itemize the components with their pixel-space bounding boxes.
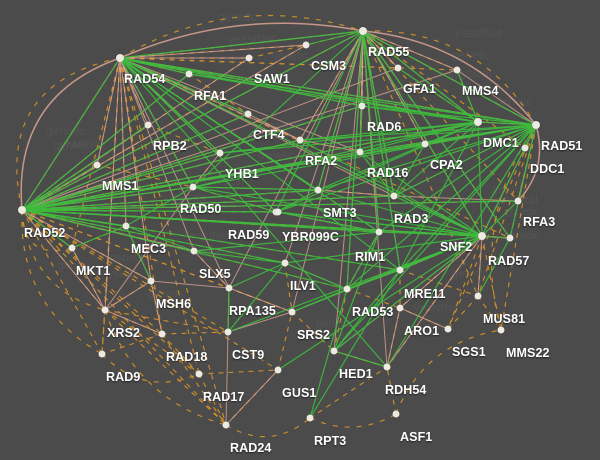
graph-node-aro1[interactable] bbox=[396, 304, 404, 312]
graph-node-snf2[interactable] bbox=[478, 232, 486, 240]
graph-node-rfa3[interactable] bbox=[514, 197, 522, 205]
graph-node-rad6[interactable] bbox=[358, 102, 366, 110]
graph-node-gfa1[interactable] bbox=[394, 64, 402, 72]
graph-node-rad17[interactable] bbox=[195, 370, 203, 378]
graph-node-rdh54[interactable] bbox=[383, 363, 391, 371]
graph-node-rim1[interactable] bbox=[375, 228, 383, 236]
graph-node-rpb2[interactable] bbox=[144, 121, 152, 129]
graph-node-rad57[interactable] bbox=[506, 234, 514, 242]
graph-node-yhb1[interactable] bbox=[216, 149, 224, 157]
graph-node-srs2[interactable] bbox=[288, 308, 296, 316]
graph-node-mkt1[interactable] bbox=[68, 244, 76, 252]
graph-node-ilv1[interactable] bbox=[281, 259, 289, 267]
graph-node-mre11[interactable] bbox=[396, 266, 404, 274]
graph-node-smt3[interactable] bbox=[314, 186, 322, 194]
graph-node-rad53[interactable] bbox=[343, 285, 351, 293]
graph-node-rad24[interactable] bbox=[222, 421, 230, 429]
graph-node-dmc1[interactable] bbox=[474, 118, 482, 126]
graph-node-rad9[interactable] bbox=[98, 350, 106, 358]
graph-node-cst9[interactable] bbox=[224, 328, 232, 336]
graph-node-rad52[interactable] bbox=[18, 206, 26, 214]
graph-node-msh6[interactable] bbox=[147, 277, 155, 285]
graph-node-rad50[interactable] bbox=[189, 183, 197, 191]
graph-node-mms1[interactable] bbox=[93, 161, 101, 169]
graph-node-cpa2[interactable] bbox=[421, 140, 429, 148]
graph-node-asf1[interactable] bbox=[392, 410, 400, 418]
graph-node-mms4[interactable] bbox=[453, 66, 461, 74]
graph-node-gus1[interactable] bbox=[274, 366, 282, 374]
edge-group-coexpression bbox=[21, 30, 537, 419]
graph-node-rad54[interactable] bbox=[116, 54, 124, 62]
graph-node-rpa135[interactable] bbox=[225, 284, 233, 292]
graph-node-ybr099c[interactable] bbox=[274, 208, 282, 216]
edge-group-arcs bbox=[16, 14, 541, 438]
graph-node-rfa1[interactable] bbox=[185, 70, 193, 78]
graph-node-mms22[interactable] bbox=[497, 326, 505, 334]
graph-node-rad3[interactable] bbox=[390, 192, 398, 200]
graph-node-mec3[interactable] bbox=[122, 222, 130, 230]
graph-node-slx5[interactable] bbox=[190, 247, 198, 255]
graph-node-ddc1[interactable] bbox=[521, 144, 529, 152]
graph-node-sgs1[interactable] bbox=[444, 325, 452, 333]
graph-node-rad51[interactable] bbox=[532, 121, 540, 129]
graph-node-ctf4[interactable] bbox=[244, 110, 252, 118]
graph-node-rfa2[interactable] bbox=[296, 136, 304, 144]
graph-node-xrs2[interactable] bbox=[101, 306, 109, 314]
graph-node-hed1[interactable] bbox=[330, 347, 338, 355]
graph-node-saw1[interactable] bbox=[245, 54, 253, 62]
graph-node-rad16[interactable] bbox=[356, 148, 364, 156]
graph-node-mus81[interactable] bbox=[474, 292, 482, 300]
graph-node-rad18[interactable] bbox=[158, 330, 166, 338]
graph-node-rad55[interactable] bbox=[359, 27, 367, 35]
graph-node-rpt3[interactable] bbox=[306, 414, 314, 422]
graph-node-csm3[interactable] bbox=[302, 41, 310, 49]
